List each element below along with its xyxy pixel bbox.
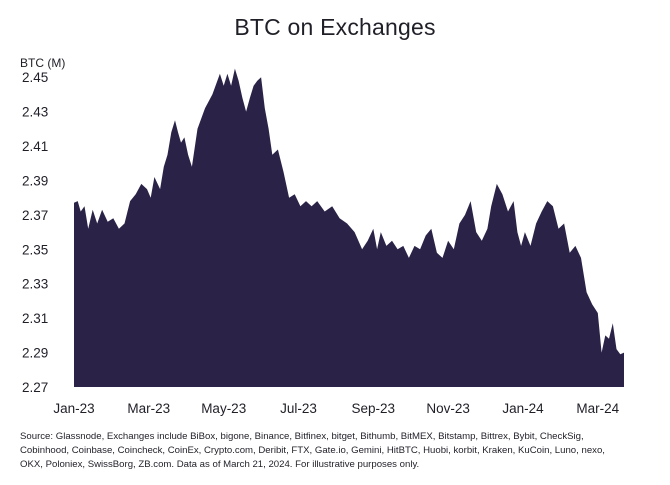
plot-area bbox=[74, 68, 624, 387]
y-tick-label: 2.35 bbox=[22, 242, 48, 257]
x-tick-label: Jan-24 bbox=[502, 401, 544, 416]
x-tick-label: Jul-23 bbox=[280, 401, 317, 416]
chart-title: BTC on Exchanges bbox=[234, 14, 436, 40]
y-tick-label: 2.39 bbox=[22, 174, 48, 189]
y-tick-label: 2.31 bbox=[22, 311, 48, 326]
btc-area-series bbox=[74, 68, 624, 387]
y-tick-label: 2.29 bbox=[22, 346, 48, 361]
x-tick-label: Jan-23 bbox=[53, 401, 94, 416]
x-tick-label: May-23 bbox=[201, 401, 246, 416]
y-tick-label: 2.45 bbox=[22, 70, 48, 85]
y-tick-label: 2.27 bbox=[22, 380, 48, 395]
x-tick-label: Mar-24 bbox=[576, 401, 619, 416]
x-tick-label: Nov-23 bbox=[426, 401, 470, 416]
x-tick-label: Sep-23 bbox=[352, 401, 396, 416]
x-tick-label: Mar-23 bbox=[127, 401, 170, 416]
y-tick-label: 2.33 bbox=[22, 277, 48, 292]
y-tick-label: 2.41 bbox=[22, 139, 48, 154]
source-note: Source: Glassnode, Exchanges include BiB… bbox=[20, 431, 605, 471]
y-tick-label: 2.37 bbox=[22, 208, 48, 223]
x-axis: Jan-23 Mar-23 May-23 Jul-23 Sep-23 Nov-23 Jan-… bbox=[53, 401, 619, 416]
y-axis: 2.27 2.29 2.31 2.33 2.35 2.37 2.39 2.41 2.43 2.45 bbox=[22, 70, 48, 395]
y-axis-label: BTC (M) bbox=[20, 56, 65, 70]
y-tick-label: 2.43 bbox=[22, 105, 48, 120]
